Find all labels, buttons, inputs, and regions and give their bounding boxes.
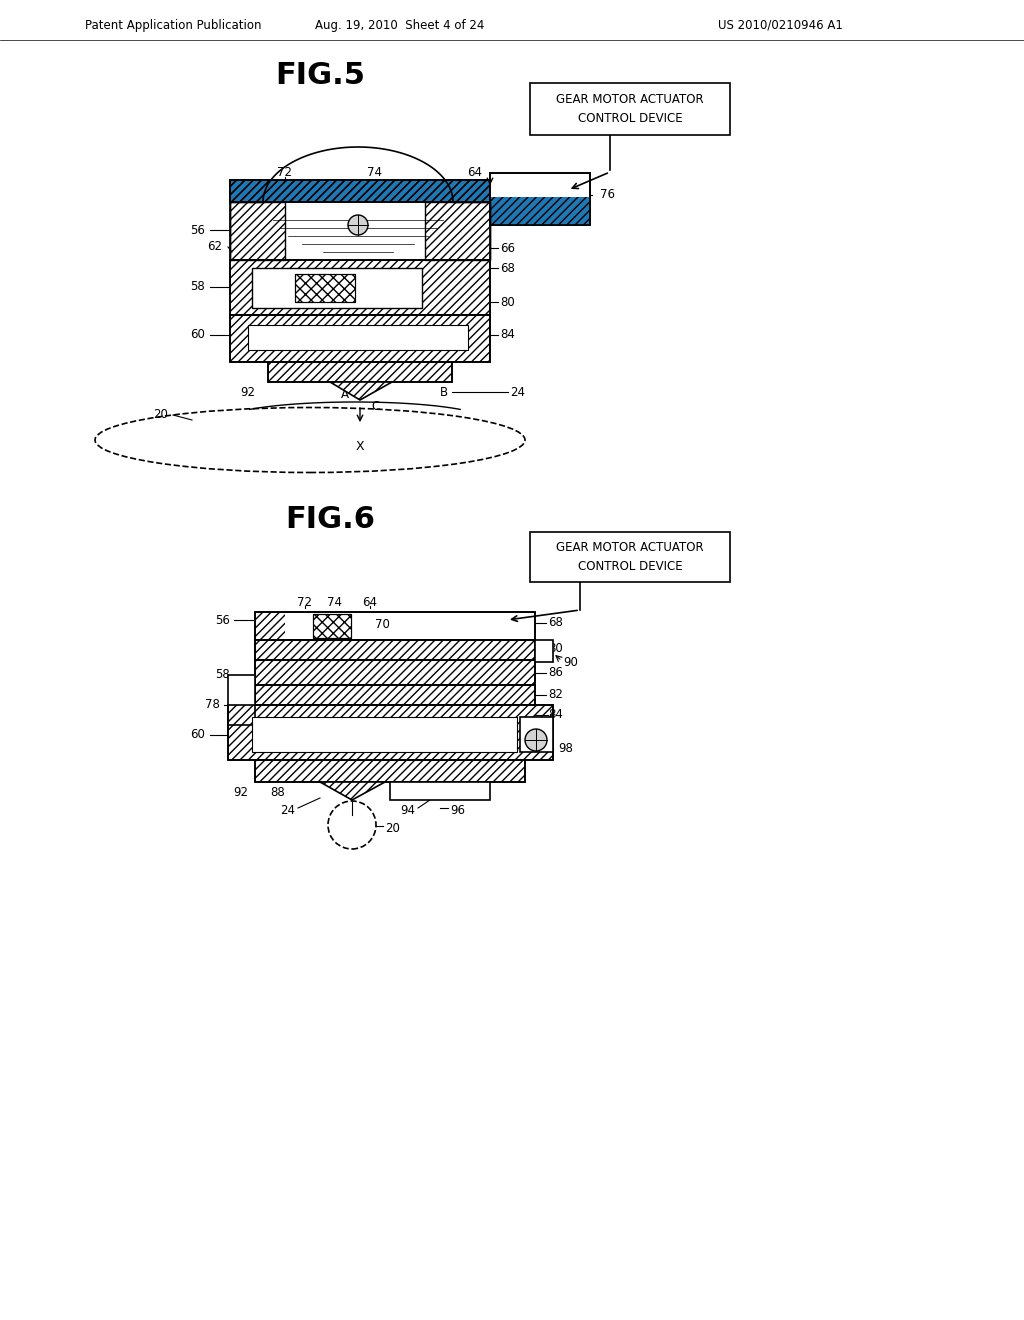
Bar <box>313 614 351 638</box>
Text: 90: 90 <box>563 656 578 668</box>
Text: 98: 98 <box>558 742 572 755</box>
Bar <box>230 260 490 315</box>
Text: 68: 68 <box>500 261 515 275</box>
Bar <box>230 202 285 260</box>
Text: Aug. 19, 2010  Sheet 4 of 24: Aug. 19, 2010 Sheet 4 of 24 <box>315 18 484 32</box>
Text: 88: 88 <box>270 785 286 799</box>
Bar <box>252 717 517 752</box>
Text: C: C <box>371 400 379 413</box>
Bar <box>520 717 553 752</box>
Polygon shape <box>319 781 385 800</box>
Bar <box>295 275 355 302</box>
Text: GEAR MOTOR ACTUATOR
CONTROL DEVICE: GEAR MOTOR ACTUATOR CONTROL DEVICE <box>556 541 703 573</box>
Bar <box>255 660 535 685</box>
Text: 60: 60 <box>190 729 205 742</box>
Text: 64: 64 <box>362 595 378 609</box>
Bar <box>255 612 535 640</box>
Bar <box>255 640 535 660</box>
Text: 74: 74 <box>368 165 383 178</box>
Text: 82: 82 <box>548 689 563 701</box>
Text: 56: 56 <box>215 614 230 627</box>
Circle shape <box>525 729 547 751</box>
Text: 92: 92 <box>233 785 248 799</box>
Bar <box>490 173 590 224</box>
Bar <box>228 705 553 760</box>
Bar <box>228 705 553 760</box>
Text: B: B <box>440 385 449 399</box>
Bar <box>230 202 285 260</box>
Bar <box>230 180 490 202</box>
Bar <box>255 685 535 705</box>
Text: X: X <box>355 441 365 454</box>
Text: 58: 58 <box>190 281 205 293</box>
Bar <box>230 315 490 362</box>
Text: FIG.6: FIG.6 <box>285 506 375 535</box>
Bar <box>255 760 525 781</box>
Text: 80: 80 <box>500 296 515 309</box>
Bar <box>295 275 355 302</box>
Text: 88: 88 <box>295 272 309 282</box>
Bar <box>313 614 351 638</box>
Text: US 2010/0210946 A1: US 2010/0210946 A1 <box>718 18 843 32</box>
Text: 24: 24 <box>510 385 525 399</box>
Bar <box>255 640 535 660</box>
Bar <box>268 362 452 381</box>
Polygon shape <box>263 147 453 260</box>
Bar <box>530 532 730 582</box>
Text: Patent Application Publication: Patent Application Publication <box>85 18 261 32</box>
Text: 70: 70 <box>372 281 387 293</box>
Text: 84: 84 <box>500 329 515 342</box>
Text: 56: 56 <box>190 223 205 236</box>
Text: 24: 24 <box>280 804 295 817</box>
Text: 86: 86 <box>548 667 563 680</box>
Text: 66: 66 <box>500 242 515 255</box>
Text: 94: 94 <box>400 804 415 817</box>
Text: 84: 84 <box>548 709 563 722</box>
Text: A: A <box>341 388 349 401</box>
Text: 96: 96 <box>450 804 465 817</box>
Bar <box>535 640 553 663</box>
Text: 72: 72 <box>278 165 293 178</box>
Bar <box>252 268 422 308</box>
Bar <box>390 781 490 800</box>
Text: 70: 70 <box>375 618 390 631</box>
Text: GEAR MOTOR ACTUATOR
CONTROL DEVICE: GEAR MOTOR ACTUATOR CONTROL DEVICE <box>556 92 703 125</box>
Bar <box>255 685 535 705</box>
Text: 76: 76 <box>600 189 615 202</box>
Bar <box>490 197 590 224</box>
Bar <box>490 173 590 224</box>
Text: 62: 62 <box>207 240 222 253</box>
Text: 58: 58 <box>215 668 230 681</box>
Text: A: A <box>351 785 359 799</box>
Text: 80: 80 <box>548 642 563 655</box>
Bar <box>255 612 535 640</box>
Circle shape <box>348 215 368 235</box>
Bar <box>230 315 490 362</box>
Bar <box>248 325 468 350</box>
Bar <box>228 675 255 725</box>
Text: 20: 20 <box>154 408 168 421</box>
Bar <box>230 180 490 202</box>
Text: 20: 20 <box>385 821 400 834</box>
Text: 60: 60 <box>190 329 205 342</box>
Text: 78: 78 <box>205 698 220 711</box>
Text: 68: 68 <box>548 616 563 630</box>
Bar <box>530 83 730 135</box>
Polygon shape <box>330 381 392 400</box>
Bar <box>425 202 490 260</box>
Bar <box>230 180 490 202</box>
Text: 64: 64 <box>468 165 482 178</box>
Bar <box>255 760 525 781</box>
Text: 86: 86 <box>295 282 309 292</box>
Text: 92: 92 <box>240 385 255 399</box>
Text: 72: 72 <box>298 595 312 609</box>
Bar <box>255 612 285 640</box>
Bar <box>425 202 490 260</box>
Bar <box>255 660 535 685</box>
Bar <box>230 260 490 315</box>
Bar <box>268 362 452 381</box>
Text: 74: 74 <box>328 595 342 609</box>
Text: FIG.5: FIG.5 <box>275 61 365 90</box>
